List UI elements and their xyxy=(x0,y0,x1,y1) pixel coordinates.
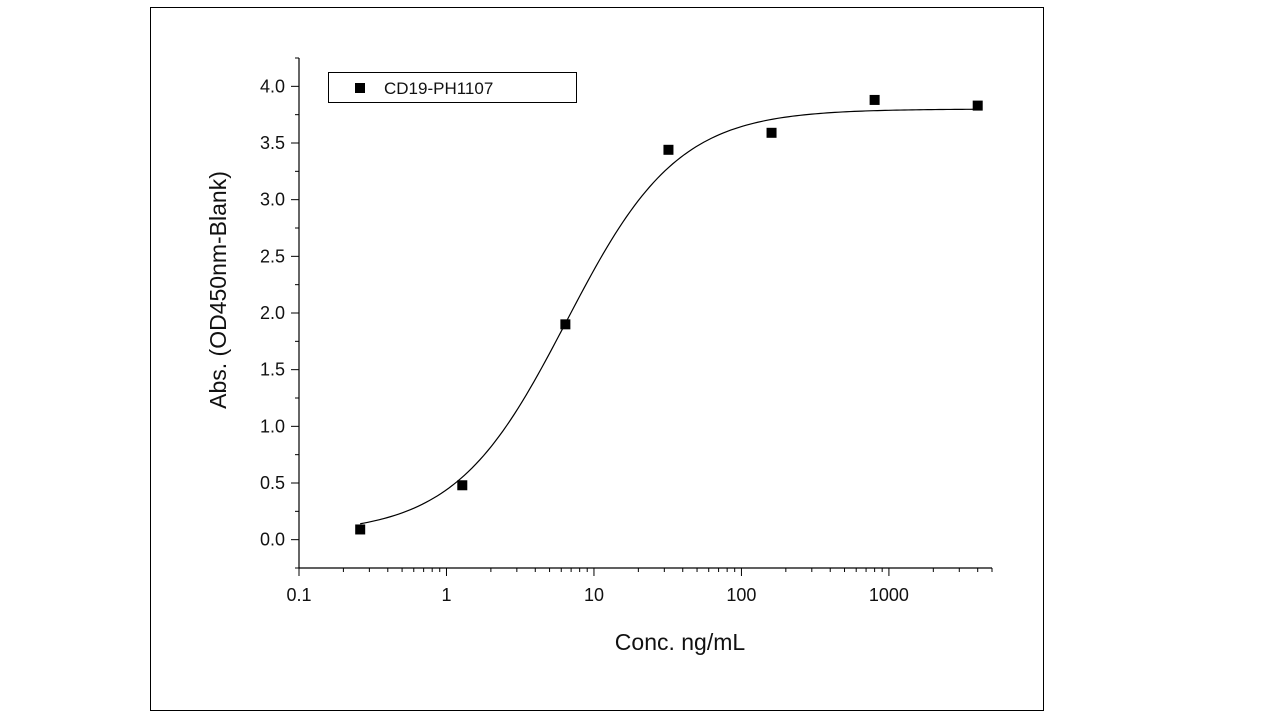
data-point xyxy=(457,480,468,491)
data-point xyxy=(869,94,880,105)
y-tick-label: 1.5 xyxy=(260,360,285,380)
x-tick-label: 10 xyxy=(584,585,604,605)
x-tick-label: 0.1 xyxy=(286,585,311,605)
x-tick-label: 1 xyxy=(441,585,451,605)
data-point xyxy=(663,144,674,155)
fit-curve xyxy=(360,108,978,525)
ticks: 0.0 0.5 1.0 1.5 2.0 2.5 3.0 3.5 4.0 0.1 1 10 100 1000 xyxy=(260,57,993,605)
y-tick-label: 1.0 xyxy=(260,416,285,436)
x-tick-label: 100 xyxy=(726,585,756,605)
data-point xyxy=(766,127,777,138)
y-tick-label: 3.5 xyxy=(260,133,285,153)
x-tick-label: 1000 xyxy=(869,585,909,605)
y-tick-label: 4.0 xyxy=(260,76,285,96)
y-tick-label: 0.0 xyxy=(260,530,285,550)
data-point xyxy=(972,100,983,111)
legend-marker xyxy=(355,83,365,93)
data-point xyxy=(355,524,366,535)
y-axis-title: Abs. (OD450nm-Blank) xyxy=(205,171,231,409)
data-point xyxy=(560,319,571,330)
y-tick-label: 3.0 xyxy=(260,190,285,210)
y-tick-label: 2.0 xyxy=(260,303,285,323)
x-axis-title: Conc. ng/mL xyxy=(615,629,746,655)
data-points xyxy=(355,94,983,535)
y-tick-label: 2.5 xyxy=(260,246,285,266)
legend: CD19-PH1107 xyxy=(328,72,577,103)
y-tick-label: 0.5 xyxy=(260,473,285,493)
legend-label: CD19-PH1107 xyxy=(384,79,493,98)
legend-box xyxy=(328,72,577,103)
